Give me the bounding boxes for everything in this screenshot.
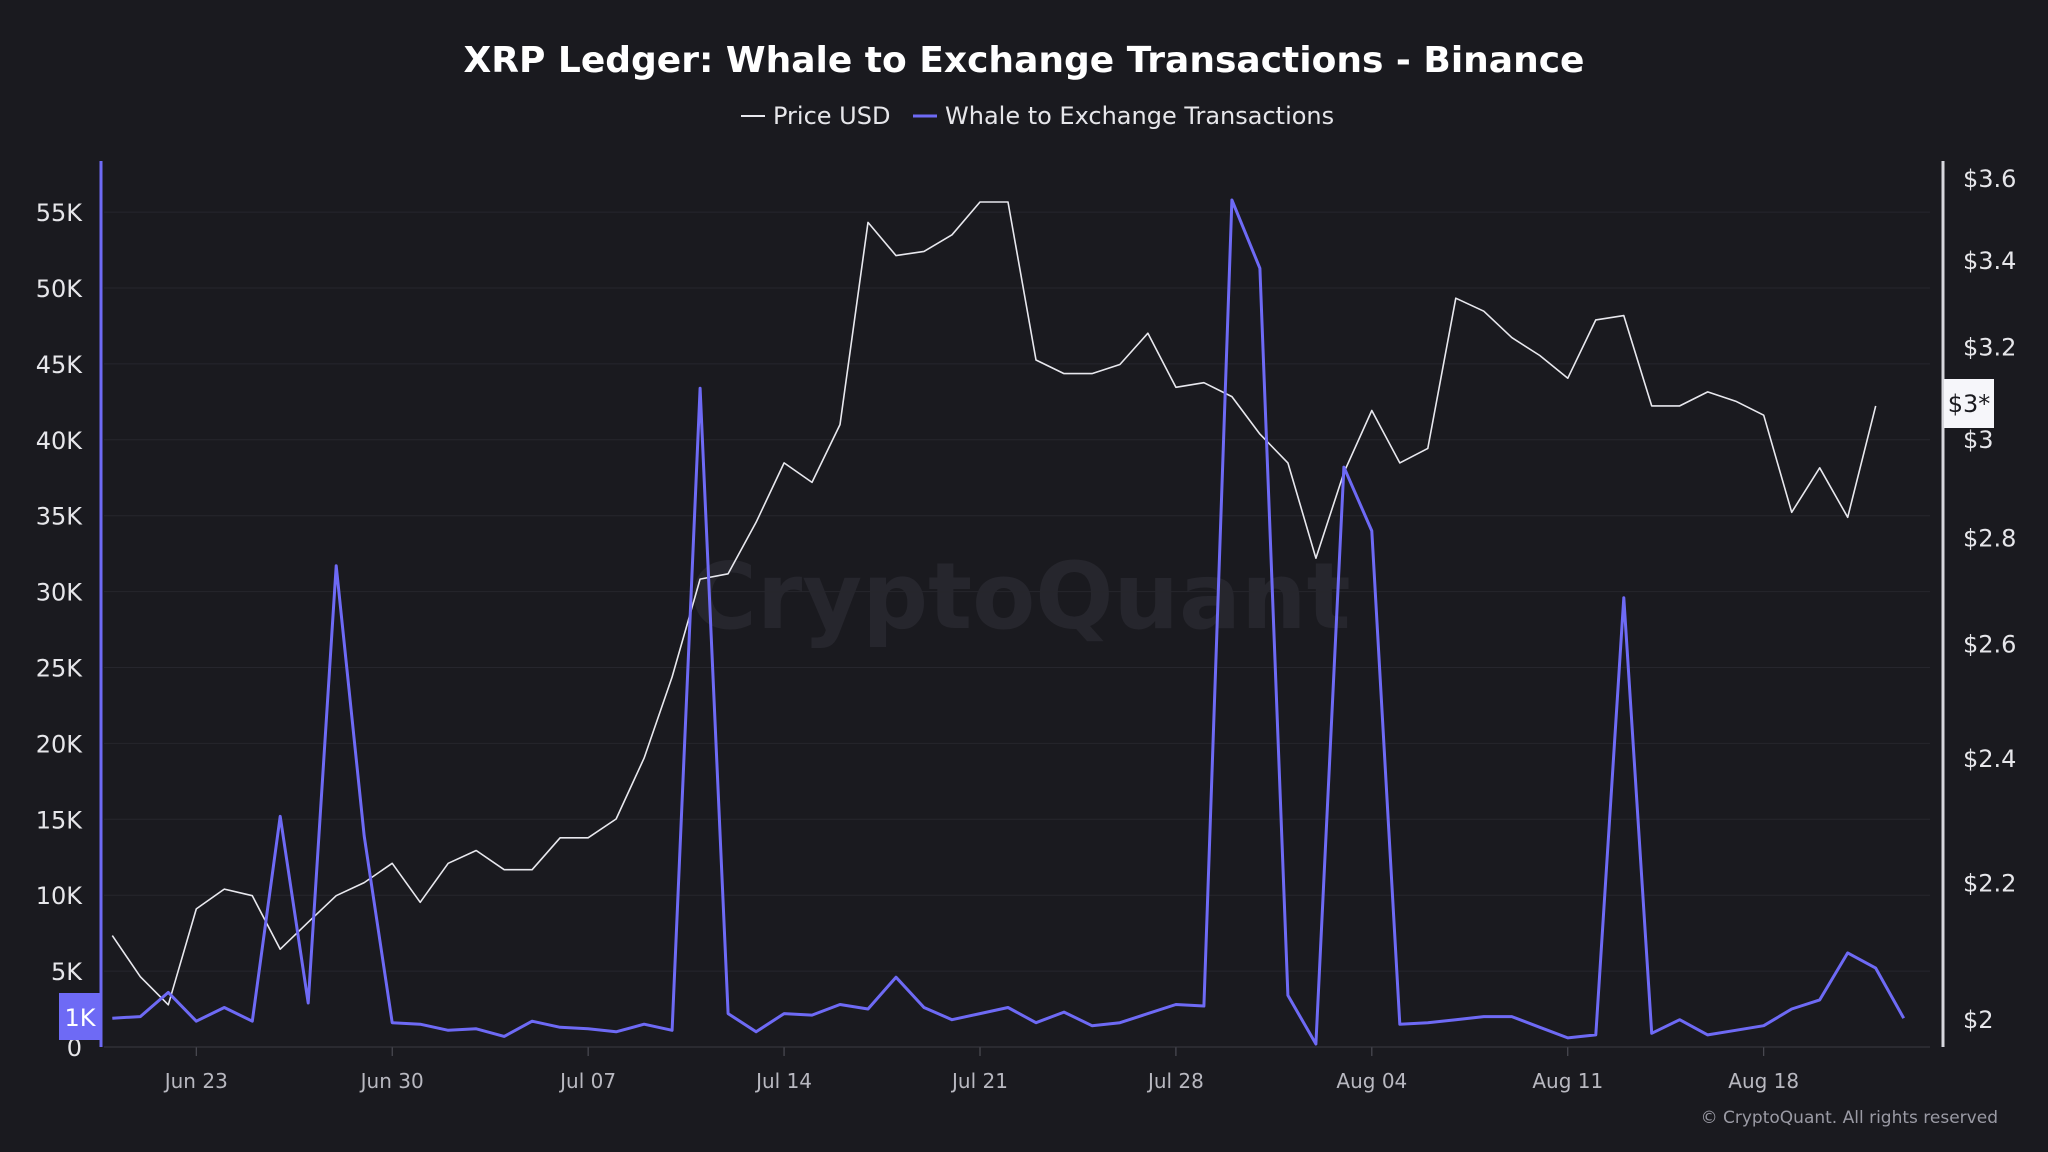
left-tick-label: 15K [36,806,84,834]
right-crosshair-label: $3* [1948,390,1991,418]
right-tick-label: $3.6 [1963,165,2016,193]
x-tick-label: Aug 18 [1728,1069,1799,1093]
x-tick-label: Jul 21 [950,1069,1008,1093]
copyright: © CryptoQuant. All rights reserved [1701,1108,1998,1128]
left-crosshair-label: 1K [64,1004,96,1032]
right-tick-label: $2.8 [1963,525,2016,553]
chart-title: XRP Ledger: Whale to Exchange Transactio… [464,40,1585,81]
left-tick-label: 25K [36,655,84,683]
left-tick-label: 30K [36,579,84,607]
right-tick-label: $2.6 [1963,631,2016,659]
x-tick-label: Aug 11 [1532,1069,1603,1093]
left-tick-label: 40K [36,427,84,455]
right-tick-label: $3.2 [1963,334,2016,362]
left-tick-label: 20K [36,730,84,758]
left-axis-ticks: 0 5K 10K 15K 20K 25K 30K 35K 40K 45K 50K 55K [36,199,84,1062]
right-tick-label: $3 [1963,426,1994,454]
x-tick-label: Jul 07 [558,1069,616,1093]
x-tick-label: Aug 04 [1336,1069,1407,1093]
x-tick-label: Jun 30 [359,1069,424,1093]
left-tick-label: 50K [36,275,84,303]
right-tick-label: $2.2 [1963,870,2016,898]
right-axis-ticks: $2 $2.2 $2.4 $2.6 $2.8 $3 $3.2 $3.4 $3.6 [1963,165,2016,1034]
left-tick-label: 55K [36,199,84,227]
x-tick-label: Jul 14 [754,1069,812,1093]
right-tick-label: $3.4 [1963,247,2016,275]
legend[interactable]: Price USD Whale to Exchange Transactions [741,102,1334,130]
gridlines [104,211,1930,972]
right-tick-label: $2.4 [1963,745,2016,773]
whale-transactions-line [112,198,1906,1046]
price-usd-line [111,201,1877,1006]
legend-whale-label[interactable]: Whale to Exchange Transactions [945,102,1334,130]
right-tick-label: $2 [1963,1006,1994,1034]
left-tick-label: 10K [36,882,84,910]
left-tick-label: 35K [36,503,84,531]
series-lines [111,198,1906,1046]
left-tick-label: 45K [36,351,84,379]
x-tick-label: Jul 28 [1146,1069,1204,1093]
right-crosshair-badge: $3* [1944,379,1994,428]
x-tick-label: Jun 23 [163,1069,228,1093]
legend-price-label[interactable]: Price USD [773,102,890,130]
left-crosshair-badge: 1K [59,993,101,1040]
left-tick-label: 0 [67,1034,82,1062]
left-tick-label: 5K [51,958,83,986]
watermark: CryptoQuant [689,543,1350,650]
x-axis-ticks: Jun 23 Jun 30 Jul 07 Jul 14 Jul 21 Jul 28 Aug … [163,1047,1799,1093]
